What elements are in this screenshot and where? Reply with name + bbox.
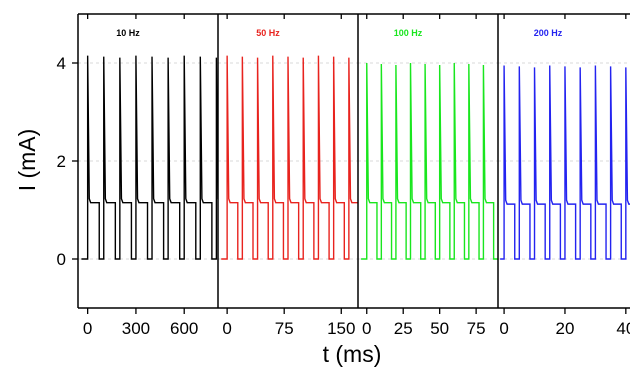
y-tick-label: 0 <box>57 250 66 269</box>
panel-frames <box>77 13 630 309</box>
panel-title: 10 Hz <box>116 28 140 38</box>
tick-marks <box>72 14 627 314</box>
trace-10-hz <box>81 55 218 260</box>
x-tick-label: 50 <box>430 319 449 338</box>
x-tick-label: 20 <box>555 319 574 338</box>
gridlines <box>78 62 630 260</box>
panel-title: 200 Hz <box>534 28 563 38</box>
x-tick-label: 0 <box>362 319 371 338</box>
trace-200-hz <box>500 65 630 260</box>
trace-100-hz <box>361 62 498 260</box>
y-tick-label: 2 <box>57 152 66 171</box>
x-tick-label: 0 <box>222 319 231 338</box>
y-tick-label: 4 <box>57 54 66 73</box>
x-tick-label: 150 <box>327 319 355 338</box>
y-axis-title: I (mA) <box>14 129 40 192</box>
x-tick-label: 0 <box>499 319 508 338</box>
x-tick-label: 600 <box>170 319 198 338</box>
x-tick-label: 75 <box>467 319 486 338</box>
panel-title: 50 Hz <box>256 28 280 38</box>
x-tick-label: 0 <box>83 319 92 338</box>
x-tick-label: 25 <box>394 319 413 338</box>
panel-title: 100 Hz <box>394 28 423 38</box>
traces <box>81 55 630 260</box>
x-tick-label: 300 <box>122 319 150 338</box>
x-axis-title: t (ms) <box>323 341 382 367</box>
x-tick-label: 75 <box>275 319 294 338</box>
x-tick-label: 40 <box>616 319 630 338</box>
trace-50-hz <box>221 55 358 260</box>
